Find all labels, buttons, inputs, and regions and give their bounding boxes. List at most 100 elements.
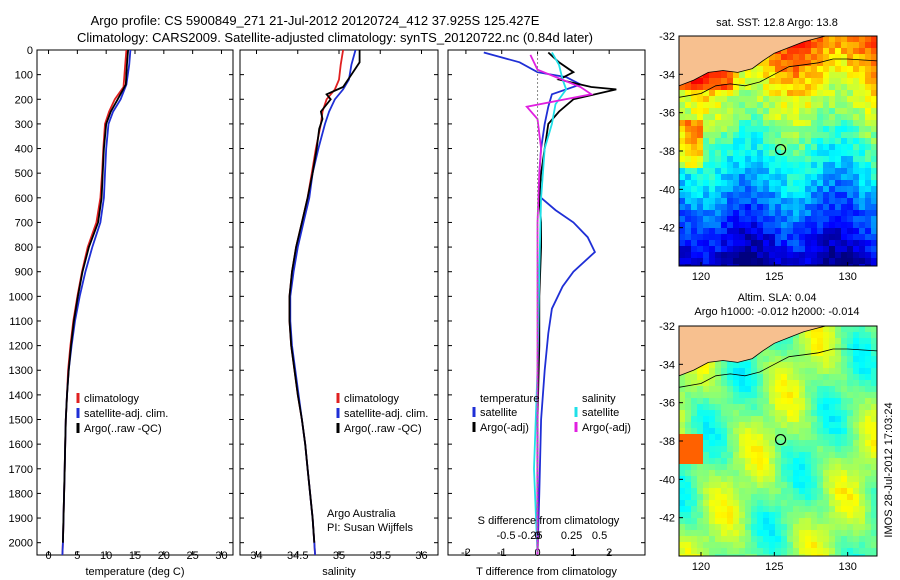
map-cell [721, 494, 728, 501]
map-cell [727, 78, 734, 85]
map-cell [787, 482, 794, 489]
map-cell [829, 186, 836, 193]
map-cell [829, 548, 836, 555]
map-cell [835, 222, 842, 229]
map-cell [769, 162, 776, 169]
map-cell [859, 536, 866, 543]
map-cell [733, 168, 740, 175]
map-cell [829, 452, 836, 459]
map-cell [787, 252, 794, 259]
map-cell [787, 216, 794, 223]
map-cell [829, 66, 836, 73]
map-cell [691, 258, 698, 265]
map-cell [715, 488, 722, 495]
map-cell [865, 542, 872, 549]
map-cell [763, 470, 770, 477]
map-cell [733, 512, 740, 519]
map-cell [685, 144, 692, 151]
map-cell [757, 90, 764, 97]
map-cell [775, 434, 782, 441]
map-cell [757, 264, 764, 266]
map-cell [799, 494, 806, 501]
map-cell [829, 350, 836, 357]
map-cell [799, 416, 806, 423]
map-cell [781, 464, 788, 471]
map-cell [691, 530, 698, 537]
map-cell [787, 162, 794, 169]
map-cell [775, 96, 782, 103]
map-cell [775, 542, 782, 549]
map-cell [817, 434, 824, 441]
map-cell [787, 398, 794, 405]
map-cell [865, 210, 872, 217]
map-cell [829, 144, 836, 151]
map-cell [745, 258, 752, 265]
map-cell [679, 210, 686, 217]
map-cell [847, 156, 854, 163]
map-cell [775, 174, 782, 181]
map-cell [805, 138, 812, 145]
map-cell [763, 488, 770, 495]
map-cell [781, 174, 788, 181]
map-cell [853, 252, 860, 259]
map-cell [739, 386, 746, 393]
map-cell [709, 150, 716, 157]
map-cell [721, 512, 728, 519]
map-cell [811, 186, 818, 193]
map-cell [853, 84, 860, 91]
map-cell [805, 380, 812, 387]
map-cell [697, 252, 704, 259]
map-cell [865, 326, 872, 333]
map-cell [841, 554, 848, 556]
map-cell [847, 234, 854, 241]
map-cell [709, 476, 716, 483]
map-cell [835, 404, 842, 411]
map-cell [865, 338, 872, 345]
map-cell [739, 174, 746, 181]
map-cell [685, 548, 692, 555]
map-cell [847, 446, 854, 453]
legend-label: Argo(..raw -QC) [344, 423, 422, 435]
map-cell [691, 392, 698, 399]
map-cell [757, 404, 764, 411]
map-cell [763, 180, 770, 187]
map-cell [829, 258, 836, 265]
map-cell [751, 168, 758, 175]
map-cell [739, 548, 746, 555]
map-cell [745, 198, 752, 205]
map-cell [697, 108, 704, 115]
map-cell [817, 96, 824, 103]
map-cell [793, 518, 800, 525]
map-cell [847, 410, 854, 417]
map-cell [727, 180, 734, 187]
map-cell [805, 114, 812, 121]
map-cell [781, 452, 788, 459]
map-cell [691, 102, 698, 109]
map-cell [805, 440, 812, 447]
map-cell [739, 452, 746, 459]
map-cell [727, 362, 734, 369]
map-cell [781, 446, 788, 453]
map-cell [865, 204, 872, 211]
map-cell [703, 144, 710, 151]
map-cell [865, 192, 872, 199]
map-cell [823, 332, 830, 339]
map-cell [757, 204, 764, 211]
map-cell [865, 518, 872, 525]
map-cell [841, 168, 848, 175]
map-cell [769, 506, 776, 513]
map-cell [823, 464, 830, 471]
map-cell [817, 126, 824, 133]
map-cell [871, 90, 877, 97]
diff-x-tick-label: -1 [497, 547, 507, 559]
map-cell [811, 356, 818, 363]
map-cell [817, 386, 824, 393]
map-cell [763, 96, 770, 103]
map-cell [727, 398, 734, 405]
map-cell [835, 174, 842, 181]
map-cell [829, 198, 836, 205]
map-cell [703, 78, 710, 85]
map-cell [739, 156, 746, 163]
map-cell [841, 144, 848, 151]
map-cell [841, 344, 848, 351]
